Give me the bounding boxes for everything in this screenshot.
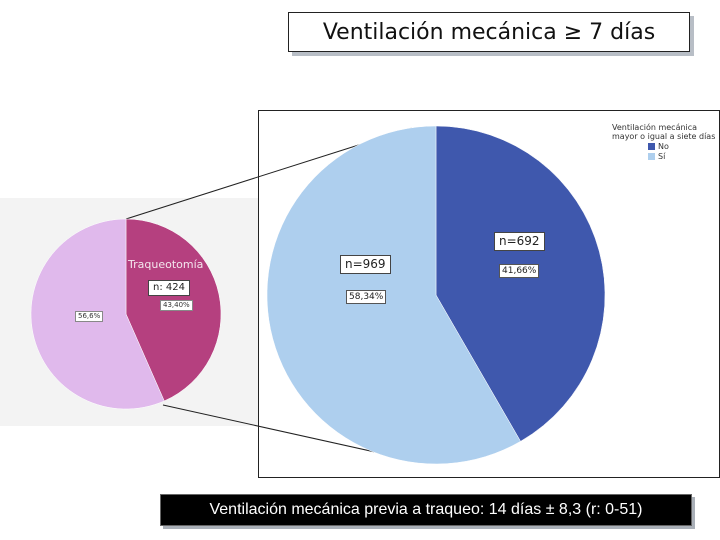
- large-pie: [266, 125, 606, 465]
- legend-label-yes: Sí: [658, 151, 666, 161]
- large-pie-pct-yes: 58,34%: [346, 290, 387, 304]
- chart-title: Ventilación mecánica ≥ 7 días: [288, 12, 690, 52]
- large-pie-count-no: n=692: [494, 232, 545, 251]
- legend-swatch-no: [648, 142, 655, 150]
- large-pie-pct-no: 41,66%: [499, 264, 540, 278]
- legend-item-yes: Sí: [648, 151, 716, 161]
- small-pie: [30, 218, 222, 410]
- legend: Ventilación mecánica mayor o igual a sie…: [612, 123, 716, 161]
- footer-caption: Ventilación mecánica previa a traqueo: 1…: [160, 494, 692, 526]
- small-pie-slice-label: Traqueotomía: [128, 258, 204, 271]
- small-pie-n-label: n: 424: [148, 280, 190, 296]
- legend-item-no: No: [648, 141, 716, 151]
- small-pie-pct-label-1: 43,40%: [160, 300, 193, 311]
- large-pie-slice-1: [266, 125, 521, 465]
- small-pie-pct-label-2: 56,6%: [75, 311, 104, 322]
- large-pie-slice-0: [435, 125, 606, 442]
- large-pie-count-yes: n=969: [340, 255, 391, 274]
- legend-label-no: No: [658, 141, 669, 151]
- legend-swatch-yes: [648, 152, 655, 160]
- legend-title: Ventilación mecánica mayor o igual a sie…: [612, 123, 716, 141]
